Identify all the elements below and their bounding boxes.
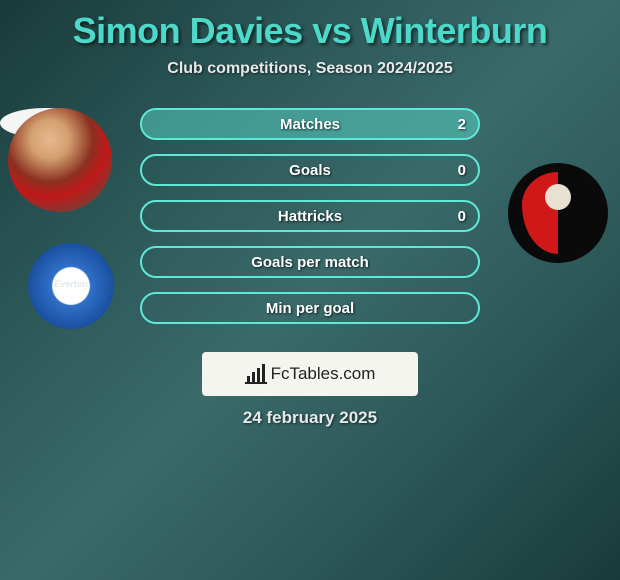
chart-bars-icon [245,364,267,384]
subtitle: Club competitions, Season 2024/2025 [0,60,620,78]
comparison-area: Matches 2 Goals 0 Hattricks 0 Goals per … [0,108,620,358]
stat-bar-hattricks: Hattricks 0 [140,200,480,232]
watermark-text: FcTables.com [271,364,376,384]
stat-value: 0 [458,208,466,225]
club-crest-right [508,163,608,263]
bournemouth-shield-icon [522,172,594,254]
stat-label: Hattricks [142,208,478,225]
stat-bar-matches: Matches 2 [140,108,480,140]
stat-bar-goals-per-match: Goals per match [140,246,480,278]
player-photo-left [8,108,112,212]
date-label: 24 february 2025 [0,408,620,428]
stats-bars: Matches 2 Goals 0 Hattricks 0 Goals per … [140,108,480,338]
page-title: Simon Davies vs Winterburn [0,0,620,52]
stat-value: 0 [458,162,466,179]
stat-value: 2 [458,116,466,133]
stat-label: Matches [142,116,478,133]
stat-label: Goals [142,162,478,179]
watermark: FcTables.com [202,352,418,396]
stat-label: Goals per match [142,254,478,271]
stat-label: Min per goal [142,300,478,317]
stat-bar-goals: Goals 0 [140,154,480,186]
stat-bar-min-per-goal: Min per goal [140,292,480,324]
club-crest-left [28,243,114,329]
